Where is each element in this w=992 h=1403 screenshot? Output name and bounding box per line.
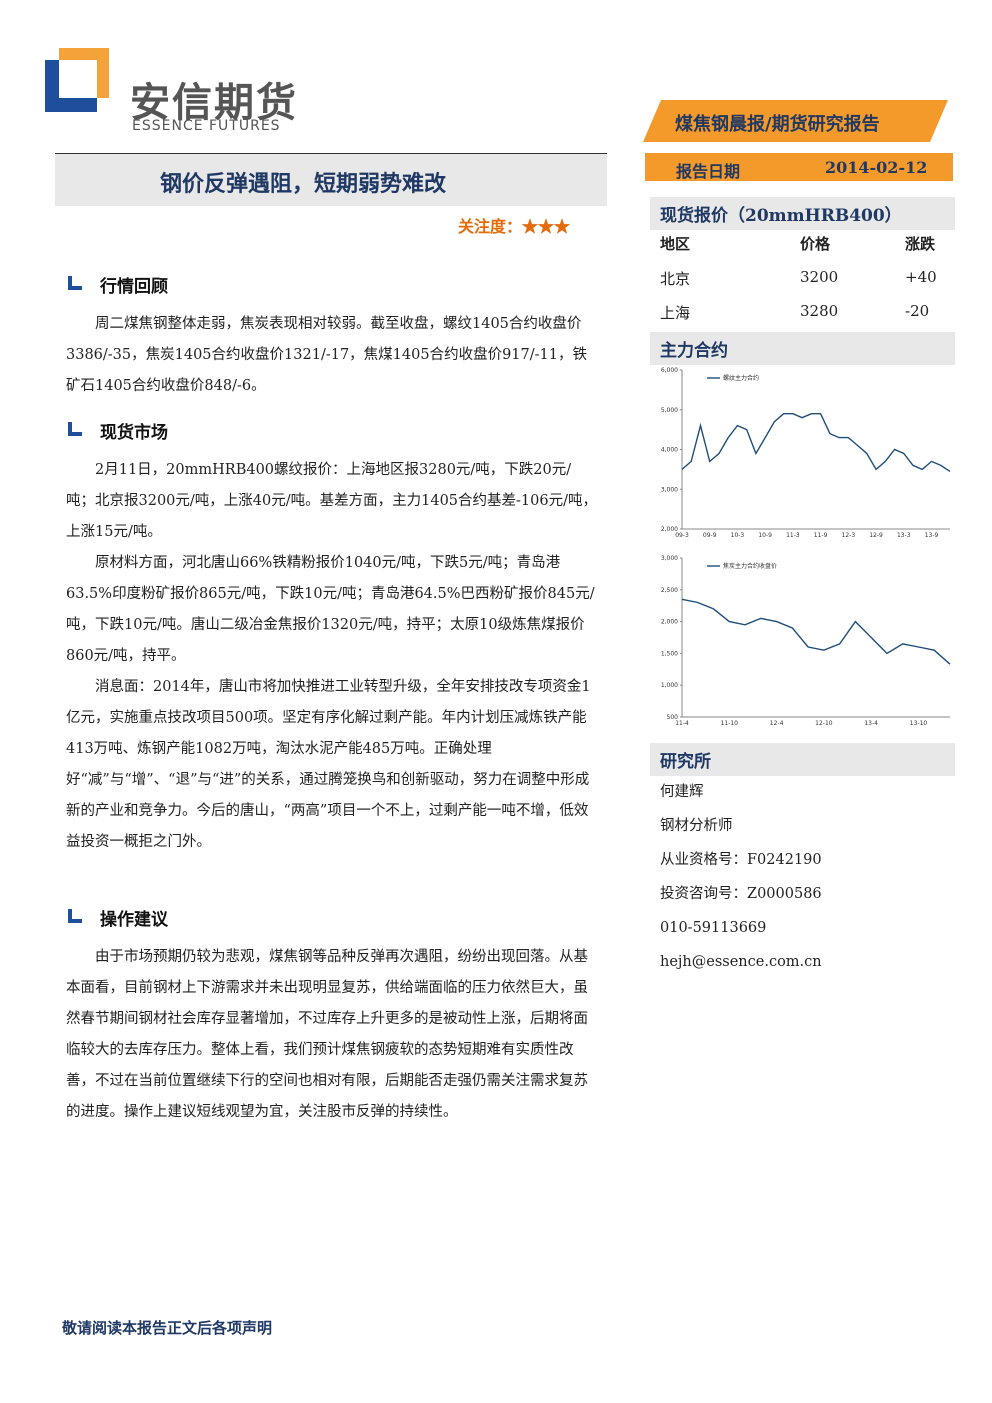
title-bar	[55, 153, 607, 206]
logo-en: ESSENCE FUTURES	[132, 118, 281, 134]
x-tick-label: 13-10	[910, 720, 928, 727]
table-cell: +40	[905, 268, 937, 286]
section-body: 由于市场预期仍较为悲观，煤焦钢等品种反弹再次遇阻，纷纷出现回落。从基本面看，目前…	[66, 942, 600, 1128]
y-tick-label: 500	[667, 714, 679, 721]
section-icon	[68, 422, 82, 436]
research-heading: 研究所	[650, 743, 955, 776]
footer: 敬请阅读本报告正文后各项声明	[62, 1319, 273, 1337]
y-tick-label: 1,000	[661, 682, 678, 689]
paragraph: 原材料方面，河北唐山66%铁精粉报价1040元/吨，下跌5元/吨；青岛港63.5…	[66, 555, 595, 664]
x-tick-label: 11-4	[675, 720, 689, 727]
table-cell: 3200	[800, 268, 839, 286]
section-icon	[68, 276, 82, 290]
section-icon	[68, 909, 82, 923]
stars: ★★★	[522, 217, 571, 236]
y-tick-label: 1,500	[661, 650, 678, 657]
table-cell: 3280	[800, 302, 839, 320]
paragraph: 消息面：2014年，唐山市将加快推进工业转型升级，全年安排技改专项资金1亿元，实…	[66, 679, 591, 850]
x-tick-label: 10-3	[731, 532, 745, 539]
table-header: 地区	[660, 235, 691, 253]
table-cell: -20	[905, 302, 930, 320]
x-tick-label: 10-9	[758, 532, 772, 539]
research-line: 010-59113669	[660, 920, 767, 936]
y-tick-label: 4,000	[661, 447, 678, 454]
section-heading: 行情回顾	[100, 277, 168, 297]
date-bar	[645, 153, 953, 181]
x-tick-label: 13-3	[897, 532, 911, 539]
banner: 煤焦钢晨报/期货研究报告	[675, 114, 880, 135]
y-tick-label: 2,000	[661, 619, 678, 626]
y-tick-label: 3,000	[661, 486, 678, 493]
research-line: 投资咨询号：Z0000586	[660, 886, 822, 902]
y-tick-label: 5,000	[661, 407, 678, 414]
x-tick-label: 12-9	[869, 532, 883, 539]
legend-label: 螺纹主力合约	[723, 374, 759, 382]
table-cell: 北京	[660, 270, 691, 288]
paragraph: 由于市场预期仍较为悲观，煤焦钢等品种反弹再次遇阻，纷纷出现回落。从基本面看，目前…	[66, 949, 588, 1120]
table-cell: 上海	[660, 304, 691, 322]
line	[681, 413, 951, 472]
research-line: 何建辉	[660, 784, 704, 800]
research-line: hejh@essence.com.cn	[660, 954, 822, 970]
attention: 关注度：★★★	[458, 213, 570, 237]
main-heading: 主力合约	[650, 332, 955, 365]
x-tick-label: 12-10	[815, 720, 833, 727]
table-header: 价格	[800, 235, 831, 253]
title: 钢价反弹遇阻，短期弱势难改	[160, 171, 447, 197]
date-label: 报告日期	[676, 162, 741, 181]
charts: 2,000 3,000 4,000 5,000 6,000 09-3 09-9 10-3 10-…	[661, 367, 951, 727]
banner-bg	[643, 100, 948, 142]
x-tick-label: 11-9	[814, 532, 828, 539]
research-line: 钢材分析师	[660, 818, 733, 834]
x-tick-label: 09-3	[675, 532, 689, 539]
attention-label: 关注度：	[458, 217, 523, 236]
y-tick-label: 3,000	[661, 555, 678, 562]
legend-label: 焦炭主力合约收盘价	[723, 562, 777, 570]
x-tick-label: 12-3	[842, 532, 856, 539]
y-tick-label: 6,000	[661, 367, 678, 374]
section-heading: 现货市场	[100, 423, 168, 443]
x-tick-label: 09-9	[703, 532, 717, 539]
x-tick-label: 12-4	[770, 720, 784, 727]
table-header: 涨跌	[905, 235, 936, 253]
y-tick-label: 2,000	[661, 526, 678, 533]
paragraph: 周二煤焦钢整体走弱，焦炭表现相对较弱。截至收盘，螺纹1405合约收盘价3386/…	[66, 316, 587, 394]
x-tick-label: 13-4	[864, 720, 878, 727]
line	[681, 598, 951, 665]
section-body: 2月11日，20mmHRB400螺纹报价：上海地区报3280元/吨，下跌20元/…	[66, 455, 600, 858]
x-tick-label: 11-3	[786, 532, 800, 539]
y-tick-label: 2,500	[661, 587, 678, 594]
x-tick-label: 13-9	[925, 532, 939, 539]
research-line: 从业资格号：F0242190	[660, 852, 822, 868]
paragraph: 2月11日，20mmHRB400螺纹报价：上海地区报3280元/吨，下跌20元/…	[66, 462, 597, 540]
section-heading: 操作建议	[100, 910, 168, 930]
spot-heading: 现货报价（20mmHRB400）	[650, 197, 955, 230]
logo-mark	[45, 48, 109, 112]
date: 2014-02-12	[825, 158, 928, 177]
x-tick-label: 11-10	[721, 720, 739, 727]
section-body: 周二煤焦钢整体走弱，焦炭表现相对较弱。截至收盘，螺纹1405合约收盘价3386/…	[66, 309, 600, 402]
logo-cn: 安信期货	[130, 80, 298, 126]
